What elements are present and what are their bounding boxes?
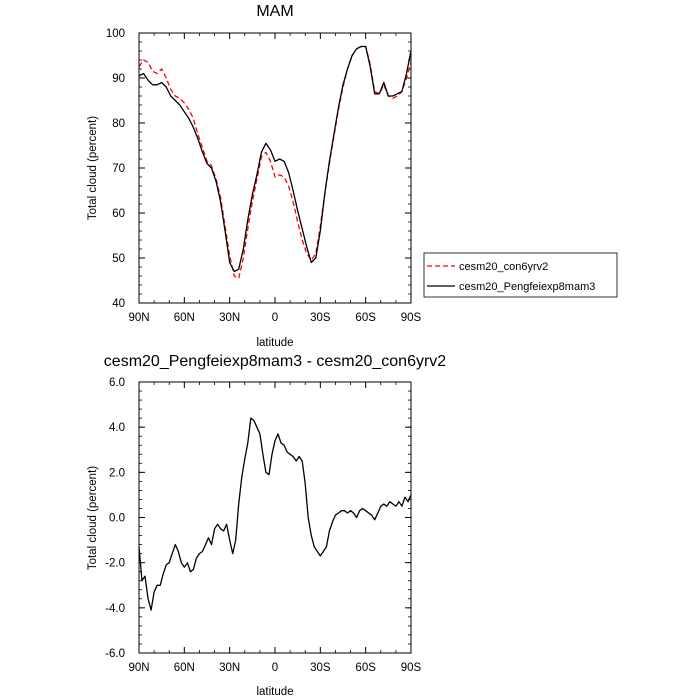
top-x-axis-label: latitude: [256, 337, 293, 349]
bottom-y-tick-label: 4.0: [109, 422, 125, 434]
bottom-panel: cesm20_Pengfeiexp8mam3 - cesm20_con6yrv2…: [87, 353, 446, 698]
legend-label-series-1: cesm20_con6yrv2: [459, 261, 548, 273]
top-y-tick-label: 40: [112, 298, 125, 310]
top-y-tick-label: 100: [106, 28, 125, 40]
top-x-tick-label: 90N: [128, 312, 149, 324]
bottom-y-tick-label: -2.0: [105, 558, 125, 570]
top-series-line-1: [138, 45, 412, 279]
top-y-tick-label: 50: [112, 253, 125, 265]
bottom-y-tick-label: 6.0: [109, 377, 125, 389]
legend: cesm20_con6yrv2 cesm20_Pengfeiexp8mam3: [423, 252, 618, 298]
bottom-chart-title: cesm20_Pengfeiexp8mam3 - cesm20_con6yrv2: [104, 353, 447, 370]
top-x-tick-label: 90S: [401, 312, 422, 324]
bottom-series-line-1: [138, 417, 412, 611]
top-y-tick-label: 80: [112, 118, 125, 130]
legend-label-series-2: cesm20_Pengfeiexp8mam3: [459, 281, 595, 293]
bottom-y-tick-label: 0.0: [109, 513, 125, 525]
bottom-plot-area: 90N 60N 30N 0 30S 60S 90S -6.0 -4.0 -2.0 0.0 2.0 4.0…: [105, 377, 421, 674]
bottom-y-tick-label: -6.0: [105, 648, 125, 660]
legend-box: [423, 252, 618, 298]
top-x-tick-label: 30N: [219, 312, 240, 324]
bottom-x-tick-label: 30S: [310, 662, 331, 674]
top-y-tick-label: 70: [112, 163, 125, 175]
bottom-x-tick-label: 90S: [401, 662, 422, 674]
bottom-x-tick-label: 30N: [219, 662, 240, 674]
bottom-plot-frame: [138, 381, 412, 654]
top-y-tick-label: 60: [112, 208, 125, 220]
bottom-x-tick-label: 0: [272, 662, 278, 674]
top-plot-area: 90N 60N 30N 0 30S 60S 90S 40 50 60 70 80 90 100: [106, 28, 422, 324]
top-x-tick-label: 30S: [310, 312, 331, 324]
bottom-y-tick-label: 2.0: [109, 467, 125, 479]
bottom-y-tick-label: -4.0: [105, 603, 125, 615]
bottom-x-tick-label: 60N: [174, 662, 195, 674]
bottom-x-tick-label: 90N: [128, 662, 149, 674]
top-x-tick-label: 60N: [174, 312, 195, 324]
top-panel: MAM 90N 60N 30N 0 30S 60S 90S 40 50 60 70 80 90 100 l…: [87, 3, 422, 349]
top-chart-title: MAM: [256, 3, 293, 20]
bottom-x-axis-label: latitude: [256, 686, 293, 698]
top-x-tick-label: 60S: [355, 312, 376, 324]
bottom-x-tick-label: 60S: [355, 662, 376, 674]
top-plot-frame: [138, 32, 412, 304]
top-y-axis-label: Total cloud (percent): [87, 116, 99, 220]
top-series-line-2: [138, 45, 412, 273]
top-y-tick-label: 90: [112, 73, 125, 85]
top-x-tick-label: 0: [272, 312, 278, 324]
bottom-y-axis-label: Total cloud (percent): [87, 466, 99, 570]
